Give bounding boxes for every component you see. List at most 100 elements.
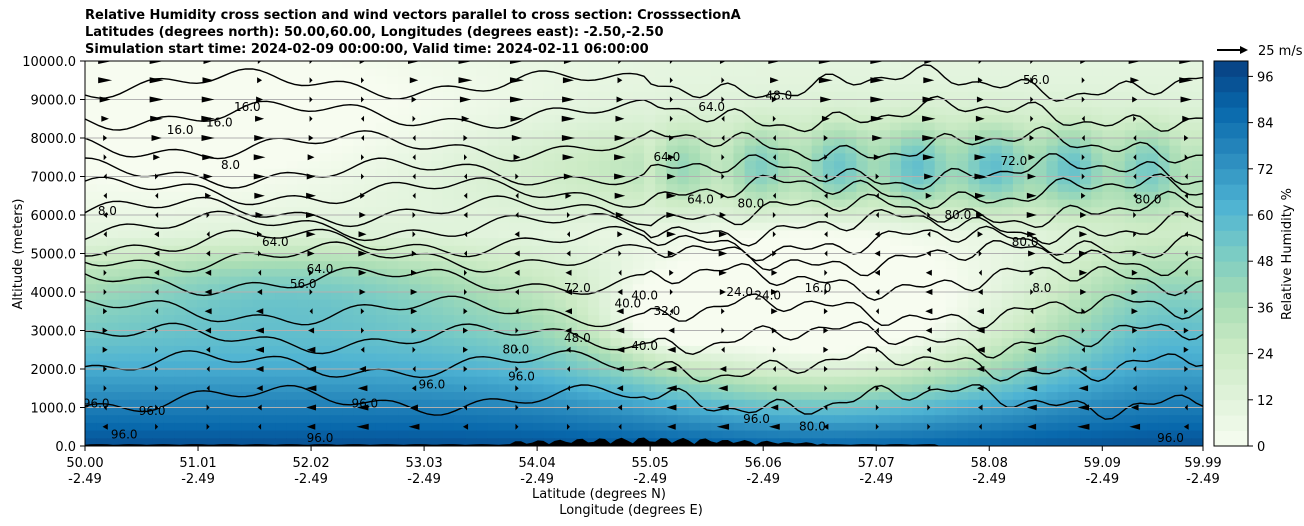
field-cell [319,345,332,355]
field-cell [275,68,287,77]
field-cell [297,122,310,131]
field-cell [174,415,187,424]
field-cell [275,161,287,170]
field-cell [330,415,343,424]
field-cell [711,307,723,316]
field-cell [230,245,243,255]
field-cell [733,361,746,370]
field-cell [1012,353,1025,362]
field-cell [163,215,176,224]
field-cell [1191,422,1203,432]
field-cell [677,99,690,108]
field-cell [1158,215,1171,224]
field-cell [353,215,366,224]
field-cell [990,292,1003,301]
field-cell [163,114,176,124]
field-cell [1035,230,1048,239]
field-cell [1135,299,1148,308]
field-cell [163,268,176,278]
field-cell [1012,184,1025,193]
field-cell [118,315,131,324]
field-cell [856,107,869,116]
field-cell [979,307,992,316]
field-cell [800,122,813,131]
field-cell [431,68,444,77]
field-cell [766,345,779,355]
field-cell [85,245,97,255]
field-cell [711,230,723,239]
field-cell [1046,199,1059,208]
field-cell [1158,145,1171,154]
field-cell [610,238,623,247]
field-cell [297,438,310,446]
field-cell [688,145,701,154]
field-cell [889,207,902,216]
field-cell [308,307,321,316]
field-cell [1113,353,1126,362]
field-cell [431,376,444,385]
field-cell [241,238,254,247]
field-cell [1046,130,1059,139]
field-cell [778,168,790,178]
field-cell [901,99,913,108]
field-cell [588,315,600,324]
field-cell [263,353,276,362]
field-cell [733,315,746,324]
field-cell [521,99,533,108]
field-cell [498,207,511,216]
field-cell [856,422,869,432]
field-cell [442,361,455,370]
field-cell [789,268,802,278]
field-cell [230,191,243,201]
field-cell [509,415,522,424]
field-cell [453,338,466,347]
field-cell [453,238,466,247]
field-cell [766,138,779,147]
field-cell [330,138,343,147]
field-cell [878,268,891,278]
field-cell [565,107,578,116]
field-cell [644,114,656,124]
field-cell [1057,207,1070,216]
field-cell [990,376,1003,385]
field-cell [442,422,455,432]
field-cell [1012,430,1025,439]
field-cell [465,369,477,378]
field-cell [431,345,444,355]
field-cell [912,230,925,239]
field-cell [521,292,533,301]
field-cell [398,415,410,424]
field-cell [1035,145,1048,154]
field-cell [185,315,198,324]
field-cell [1080,284,1092,293]
field-cell [398,107,410,116]
field-cell [1180,322,1193,332]
field-cell [688,207,701,216]
field-cell [610,384,623,393]
field-cell [118,399,131,409]
field-cell [230,207,243,216]
field-cell [342,392,354,401]
field-cell [856,407,869,416]
field-cell [912,238,925,247]
field-cell [1057,292,1070,301]
field-cell [107,392,120,401]
field-cell [308,245,321,255]
field-cell [889,91,902,101]
field-cell [755,76,768,85]
field-cell [174,215,187,224]
field-cell [364,345,377,355]
field-cell [96,191,108,201]
field-cell [521,415,533,424]
field-cell [923,407,936,416]
field-cell [532,191,544,201]
field-cell [219,215,231,224]
field-cell [498,276,511,285]
field-cell [766,245,779,255]
field-cell [576,207,589,216]
field-cell [1124,330,1137,339]
field-cell [878,184,891,193]
field-cell [1001,91,1014,101]
field-cell [632,415,645,424]
field-cell [375,253,388,262]
